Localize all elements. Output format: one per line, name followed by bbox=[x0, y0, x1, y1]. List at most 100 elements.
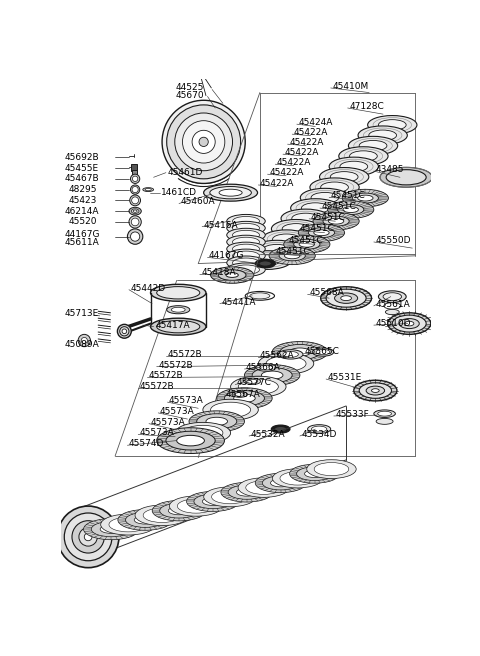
Ellipse shape bbox=[278, 350, 303, 359]
Ellipse shape bbox=[234, 394, 255, 402]
Ellipse shape bbox=[132, 197, 139, 204]
Ellipse shape bbox=[227, 215, 265, 228]
Ellipse shape bbox=[211, 402, 251, 417]
Text: 45451C: 45451C bbox=[275, 247, 310, 256]
Ellipse shape bbox=[143, 188, 154, 192]
Ellipse shape bbox=[313, 213, 359, 230]
Text: 45532A: 45532A bbox=[251, 430, 285, 439]
Ellipse shape bbox=[100, 525, 122, 533]
Ellipse shape bbox=[238, 379, 278, 394]
Ellipse shape bbox=[314, 230, 329, 236]
Ellipse shape bbox=[232, 251, 260, 260]
Ellipse shape bbox=[271, 220, 321, 238]
Ellipse shape bbox=[383, 293, 402, 300]
Text: 45410M: 45410M bbox=[332, 82, 369, 91]
Ellipse shape bbox=[368, 115, 417, 134]
Ellipse shape bbox=[156, 321, 200, 333]
Ellipse shape bbox=[134, 516, 156, 524]
Ellipse shape bbox=[354, 380, 397, 401]
Ellipse shape bbox=[227, 221, 265, 235]
Text: 45467B: 45467B bbox=[65, 174, 100, 183]
Ellipse shape bbox=[330, 172, 358, 182]
Ellipse shape bbox=[210, 186, 252, 199]
Ellipse shape bbox=[392, 315, 426, 332]
Text: 45416A: 45416A bbox=[204, 220, 238, 230]
Text: 45461D: 45461D bbox=[168, 168, 203, 177]
Ellipse shape bbox=[177, 436, 204, 446]
Ellipse shape bbox=[218, 270, 246, 280]
Ellipse shape bbox=[232, 265, 260, 274]
Text: 45573A: 45573A bbox=[169, 396, 204, 405]
Ellipse shape bbox=[175, 113, 232, 171]
Ellipse shape bbox=[405, 321, 414, 326]
Ellipse shape bbox=[166, 431, 215, 450]
Text: 1461CD: 1461CD bbox=[161, 188, 197, 197]
Ellipse shape bbox=[281, 209, 330, 228]
Ellipse shape bbox=[323, 216, 349, 226]
Ellipse shape bbox=[378, 411, 392, 416]
Text: 45422A: 45422A bbox=[289, 138, 324, 147]
Ellipse shape bbox=[151, 318, 206, 335]
Ellipse shape bbox=[359, 383, 392, 398]
Ellipse shape bbox=[280, 472, 315, 485]
Ellipse shape bbox=[129, 207, 141, 215]
Ellipse shape bbox=[228, 485, 265, 499]
Ellipse shape bbox=[145, 188, 151, 191]
Ellipse shape bbox=[109, 517, 147, 532]
Ellipse shape bbox=[135, 505, 189, 525]
Ellipse shape bbox=[280, 344, 320, 359]
Ellipse shape bbox=[385, 310, 399, 315]
Ellipse shape bbox=[57, 506, 119, 567]
Ellipse shape bbox=[326, 289, 366, 307]
Ellipse shape bbox=[312, 348, 334, 356]
Ellipse shape bbox=[237, 488, 257, 496]
Ellipse shape bbox=[156, 428, 225, 453]
Ellipse shape bbox=[321, 287, 372, 310]
Ellipse shape bbox=[289, 348, 311, 356]
Text: 45611A: 45611A bbox=[65, 238, 100, 247]
Text: 45573A: 45573A bbox=[160, 407, 194, 416]
Ellipse shape bbox=[206, 417, 228, 426]
Ellipse shape bbox=[197, 414, 237, 429]
Text: 45533F: 45533F bbox=[336, 410, 369, 419]
Ellipse shape bbox=[263, 476, 299, 490]
Ellipse shape bbox=[388, 313, 431, 335]
Ellipse shape bbox=[242, 251, 292, 270]
Ellipse shape bbox=[271, 479, 291, 487]
Text: 45713E: 45713E bbox=[65, 309, 99, 318]
Text: 45422A: 45422A bbox=[260, 179, 294, 188]
Ellipse shape bbox=[127, 229, 143, 244]
Ellipse shape bbox=[187, 491, 239, 512]
Text: 44167G: 44167G bbox=[209, 251, 244, 260]
Ellipse shape bbox=[227, 242, 265, 256]
Ellipse shape bbox=[366, 386, 384, 395]
Text: 44525: 44525 bbox=[175, 83, 204, 92]
Text: 45573A: 45573A bbox=[140, 428, 175, 438]
Ellipse shape bbox=[275, 426, 287, 432]
Ellipse shape bbox=[225, 391, 264, 406]
Text: 45422A: 45422A bbox=[294, 128, 328, 137]
Ellipse shape bbox=[227, 256, 265, 270]
Ellipse shape bbox=[260, 365, 273, 370]
Ellipse shape bbox=[131, 232, 140, 241]
Text: 45455E: 45455E bbox=[65, 163, 99, 173]
Ellipse shape bbox=[84, 519, 139, 540]
Ellipse shape bbox=[321, 182, 348, 193]
Ellipse shape bbox=[204, 184, 258, 201]
Ellipse shape bbox=[399, 319, 419, 329]
Ellipse shape bbox=[312, 426, 327, 432]
Ellipse shape bbox=[369, 130, 396, 140]
Text: 45460A: 45460A bbox=[180, 197, 215, 207]
Ellipse shape bbox=[168, 506, 190, 515]
Ellipse shape bbox=[203, 497, 223, 506]
Text: 45422A: 45422A bbox=[277, 158, 311, 167]
Ellipse shape bbox=[194, 494, 232, 508]
Ellipse shape bbox=[162, 100, 245, 184]
Ellipse shape bbox=[227, 249, 265, 262]
Ellipse shape bbox=[253, 255, 281, 265]
Text: 45670: 45670 bbox=[175, 91, 204, 100]
Text: 45572B: 45572B bbox=[149, 371, 184, 380]
Text: 45451C: 45451C bbox=[300, 224, 335, 234]
Ellipse shape bbox=[101, 514, 156, 535]
Ellipse shape bbox=[384, 302, 401, 309]
